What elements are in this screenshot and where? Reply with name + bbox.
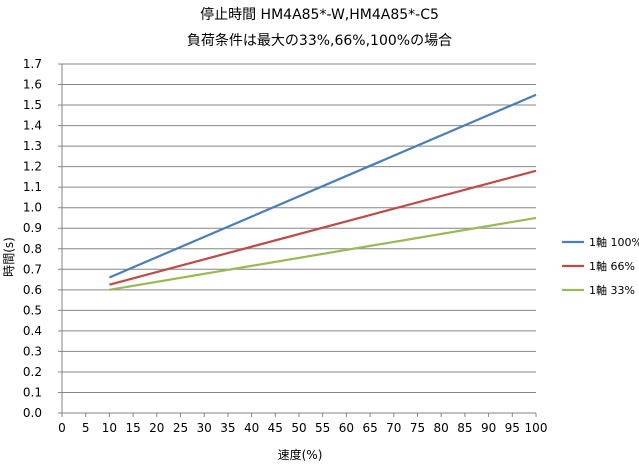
y-tick-labels: 0.0 0.1 0.2 0.3 0.4 0.5 0.6 0.7 0.8 0.9 1.0 1.1 1.2 1… — [23, 57, 42, 420]
gridlines — [62, 63, 536, 393]
y-tick-label: 1.4 — [23, 119, 42, 133]
x-tick-label: 40 — [244, 421, 259, 435]
series-line — [108, 93, 537, 279]
x-tick-label: 35 — [220, 421, 235, 435]
y-tick-label: 0.2 — [23, 365, 42, 379]
legend-label: 1軸 33% — [589, 283, 635, 297]
y-tick-label: 1.5 — [23, 98, 42, 112]
x-tick-label: 0 — [58, 421, 66, 435]
x-tick-label: 10 — [102, 421, 117, 435]
y-tick-label: 0.8 — [23, 242, 42, 256]
y-tick-label: 0.0 — [23, 406, 42, 420]
x-tick-label: 50 — [291, 421, 306, 435]
y-tick-label: 0.3 — [23, 344, 42, 358]
legend-label: 1軸 100% — [589, 235, 639, 249]
x-tick-label: 30 — [197, 421, 212, 435]
x-tick-label: 5 — [82, 421, 90, 435]
y-tick-label: 0.9 — [23, 221, 42, 235]
x-axis-label: 速度(%) — [278, 447, 323, 462]
y-tick-label: 1.7 — [23, 57, 42, 71]
series-line — [109, 216, 537, 291]
series-line — [109, 169, 537, 286]
y-tick-label: 0.7 — [23, 262, 42, 276]
x-tick-label: 85 — [457, 421, 472, 435]
x-tick-label: 15 — [125, 421, 140, 435]
axes — [58, 63, 537, 417]
y-tick-label: 1.6 — [23, 78, 42, 92]
legend: 1軸 100% 1軸 66% 1軸 33% — [562, 235, 639, 297]
series-lines — [108, 93, 537, 291]
y-axis-label: 時間(s) — [2, 237, 16, 277]
x-tick-label: 75 — [410, 421, 425, 435]
chart-title: 停止時間 HM4A85*-W,HM4A85*-C5 — [200, 7, 439, 23]
y-tick-label: 1.3 — [23, 139, 42, 153]
x-tick-label: 45 — [268, 421, 283, 435]
legend-label: 1軸 66% — [589, 259, 635, 273]
y-tick-label: 0.4 — [23, 324, 42, 338]
x-tick-label: 80 — [434, 421, 449, 435]
x-tick-labels: 0 5 10 15 20 25 30 35 40 45 50 55 60 65 70 75 80 85 90 95 10… — [58, 421, 547, 435]
y-tick-label: 0.5 — [23, 303, 42, 317]
x-tick-label: 100 — [525, 421, 548, 435]
y-tick-label: 1.1 — [23, 180, 42, 194]
x-tick-label: 55 — [315, 421, 330, 435]
x-tick-label: 20 — [149, 421, 164, 435]
y-tick-label: 0.1 — [23, 385, 42, 399]
x-tick-label: 65 — [362, 421, 377, 435]
y-tick-label: 0.6 — [23, 283, 42, 297]
x-tick-label: 25 — [173, 421, 188, 435]
x-tick-label: 70 — [386, 421, 401, 435]
x-tick-label: 95 — [505, 421, 520, 435]
chart-subtitle: 負荷条件は最大の33%,66%,100%の場合 — [186, 33, 453, 49]
x-tick-label: 90 — [481, 421, 496, 435]
y-tick-label: 1.2 — [23, 160, 42, 174]
y-tick-label: 1.0 — [23, 201, 42, 215]
x-tick-label: 60 — [339, 421, 354, 435]
